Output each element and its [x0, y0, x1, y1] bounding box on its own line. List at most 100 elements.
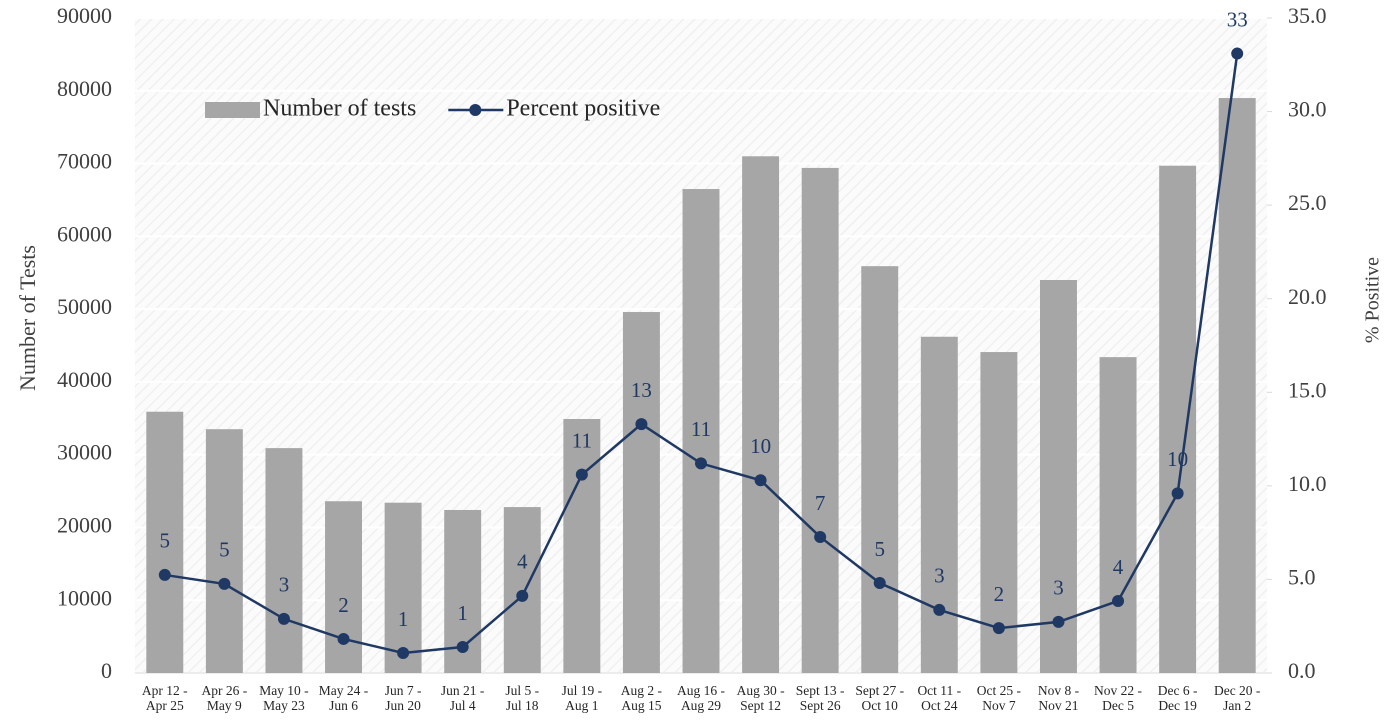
bar — [622, 312, 660, 673]
y-tick-label: 80000 — [57, 76, 112, 101]
point — [1112, 594, 1125, 607]
bar — [801, 167, 839, 673]
y-tick-label: 10000 — [57, 585, 112, 610]
data-label: 7 — [815, 491, 826, 515]
y-tick-label: 20000 — [57, 512, 112, 537]
x-tick-label: Aug 16 - Aug 29 — [677, 683, 725, 713]
bar — [742, 156, 780, 673]
x-tick-label: Apr 26 - May 9 — [201, 683, 248, 713]
bar — [146, 411, 184, 673]
data-label: 3 — [279, 573, 290, 597]
data-label: 4 — [517, 550, 528, 574]
y-tick-label: 60000 — [57, 221, 112, 246]
bar — [325, 501, 362, 673]
bar — [265, 448, 303, 673]
x-tick-label: Aug 30 - Sept 12 — [736, 683, 785, 713]
data-label: 2 — [994, 582, 1005, 606]
legend-swatch — [205, 102, 260, 118]
y2-tick-label: 30.0 — [1288, 97, 1327, 122]
x-tick-label: Nov 8 - Nov 21 — [1037, 683, 1080, 713]
bar — [920, 336, 958, 673]
x-tick-label: Dec 20 - Jan 2 — [1213, 683, 1261, 713]
point — [158, 568, 171, 581]
x-tick-label: Oct 25 - Nov 7 — [976, 683, 1022, 713]
data-label: 11 — [691, 417, 711, 441]
data-label: 1 — [398, 607, 409, 631]
y2-tick-label: 25.0 — [1288, 190, 1327, 215]
point — [873, 576, 886, 589]
bar — [861, 266, 899, 673]
point — [337, 632, 350, 645]
point — [933, 603, 946, 616]
data-label: 1 — [457, 601, 468, 625]
x-tick-label: Nov 22 - Dec 5 — [1094, 683, 1143, 713]
x-tick-label: May 24 - Jun 6 — [318, 683, 369, 713]
point — [1231, 47, 1244, 60]
bar — [1040, 280, 1077, 673]
y2-axis-title: % Positive — [1362, 257, 1384, 343]
bar — [205, 429, 243, 673]
point — [1052, 615, 1065, 628]
data-label: 5 — [874, 537, 885, 561]
data-label: 11 — [572, 428, 592, 452]
point — [1171, 487, 1184, 500]
y2-tick-label: 20.0 — [1288, 284, 1327, 309]
data-label: 33 — [1227, 7, 1248, 31]
y-tick-label: 50000 — [57, 294, 112, 319]
point — [218, 577, 231, 590]
y-axis-title: Number of Tests — [15, 245, 40, 391]
bar — [1218, 98, 1256, 674]
data-label: 10 — [750, 434, 771, 458]
x-tick-label: May 10 - May 23 — [259, 683, 309, 713]
y-tick-label: 40000 — [57, 367, 112, 392]
x-tick-label: Oct 11 - Oct 24 — [917, 683, 962, 713]
data-label: 13 — [631, 378, 652, 402]
y-tick-label: 0 — [101, 658, 112, 683]
y2-tick-label: 5.0 — [1288, 564, 1316, 589]
y2-tick-label: 10.0 — [1288, 471, 1327, 496]
x-tick-label: Dec 6 - Dec 19 — [1157, 683, 1198, 713]
data-label: 2 — [338, 593, 349, 617]
x-tick-label: Apr 12 - Apr 25 — [141, 683, 188, 713]
y2-tick-label: 0.0 — [1288, 658, 1316, 683]
point — [575, 468, 588, 481]
data-label: 5 — [219, 538, 230, 562]
x-tick-label: Sept 27 - Oct 10 — [855, 683, 905, 713]
bar — [682, 189, 720, 673]
y-tick-label: 70000 — [57, 149, 112, 174]
legend-label: Number of tests — [263, 96, 416, 122]
y-tick-label: 30000 — [57, 440, 112, 465]
point — [516, 589, 529, 602]
x-tick-label: Jul 5 - Jul 18 — [505, 683, 540, 713]
bar — [384, 502, 422, 673]
x-tick-label: Jun 21 - Jul 4 — [440, 683, 485, 713]
x-tick-label: Jun 7 - Jun 20 — [384, 683, 422, 713]
legend-swatch — [469, 104, 482, 116]
y2-tick-label: 35.0 — [1288, 3, 1327, 28]
point — [635, 418, 648, 431]
x-tick-label: Aug 2 - Aug 15 — [620, 683, 663, 713]
point — [695, 457, 707, 470]
x-tick-label: Sept 13 - Sept 26 — [795, 683, 845, 713]
bar — [1159, 165, 1197, 673]
x-tick-label: Jul 19 - Aug 1 — [561, 683, 603, 713]
bar — [980, 352, 1018, 673]
legend-label: Percent positive — [506, 96, 660, 122]
bar — [563, 419, 601, 673]
point — [397, 646, 410, 659]
data-label: 3 — [934, 564, 945, 588]
y-tick-label: 90000 — [57, 3, 112, 28]
data-label: 5 — [160, 529, 171, 553]
point — [277, 612, 290, 625]
point — [992, 622, 1005, 635]
data-label: 10 — [1167, 447, 1188, 471]
data-label: 4 — [1113, 555, 1124, 579]
point — [814, 530, 827, 543]
bar — [1099, 357, 1137, 673]
data-label: 3 — [1053, 576, 1064, 600]
y2-tick-label: 15.0 — [1288, 377, 1327, 402]
point — [754, 474, 767, 487]
point — [456, 640, 469, 653]
